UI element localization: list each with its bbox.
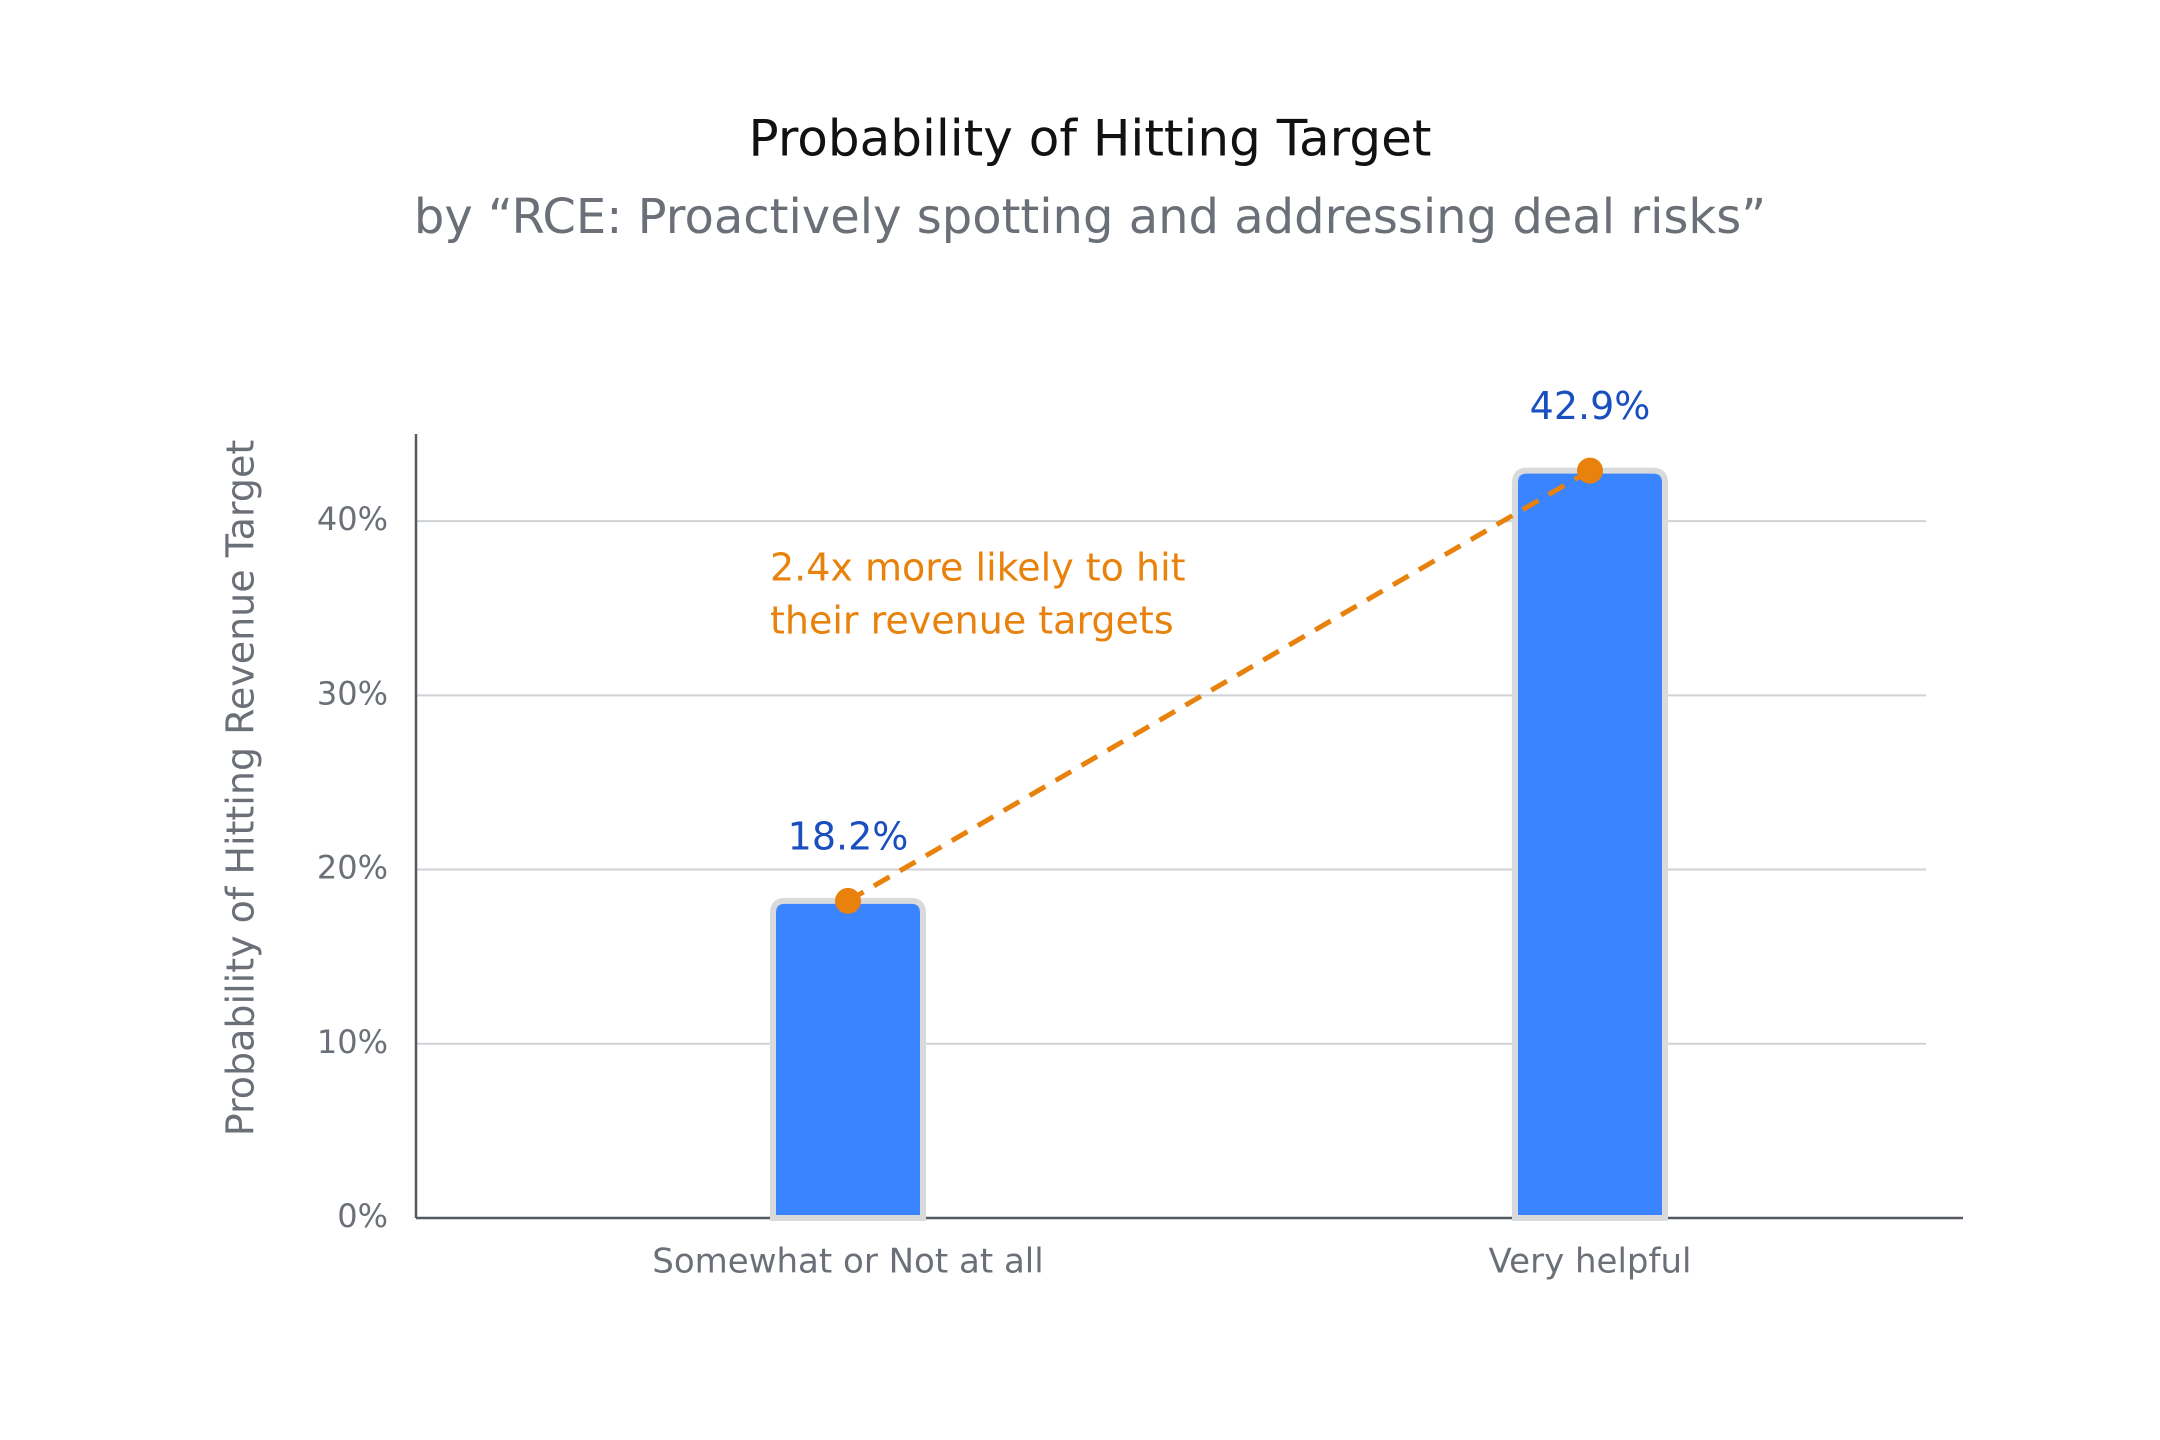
y-tick-label: 0% — [337, 1197, 388, 1235]
annotation: their revenue targets — [770, 599, 1174, 643]
bar — [770, 897, 926, 1221]
x-tick-label: Very helpful — [1489, 1242, 1692, 1282]
trend-point — [1577, 457, 1603, 484]
y-tick-label: 10% — [317, 1023, 388, 1061]
y-tick-label: 40% — [317, 500, 388, 538]
x-tick-label: Somewhat or Not at all — [652, 1242, 1043, 1282]
chart-title: Probability of Hitting Target — [749, 110, 1432, 168]
y-tick-label: 20% — [317, 849, 388, 887]
trend-line — [846, 468, 1592, 904]
value-label: 42.9% — [1530, 384, 1651, 428]
y-axis-label: Probability of Hitting Revenue Target — [219, 440, 263, 1137]
annotation: 2.4x more likely to hit — [770, 546, 1186, 590]
chart-subtitle: by “RCE: Proactively spotting and addres… — [414, 189, 1766, 245]
bar — [1512, 467, 1668, 1221]
value-label: 18.2% — [788, 814, 909, 858]
trend-point — [835, 887, 861, 914]
y-tick-label: 30% — [317, 674, 388, 712]
